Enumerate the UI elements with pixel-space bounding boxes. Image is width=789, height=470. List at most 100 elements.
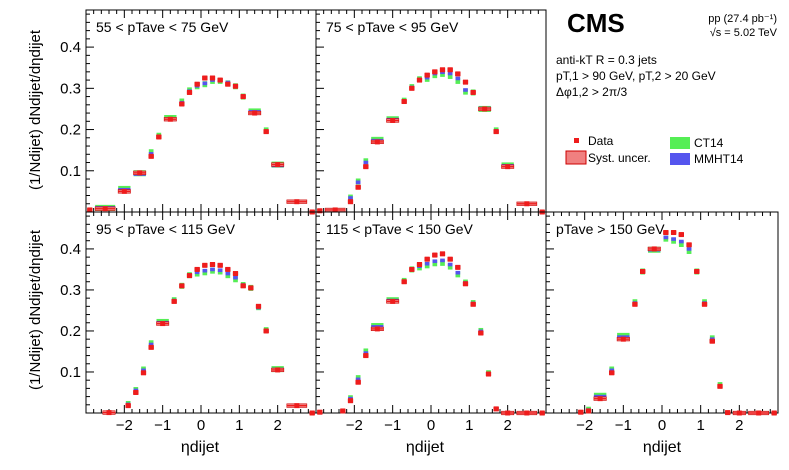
panel-frame: [545, 211, 779, 414]
data-point: [620, 336, 626, 342]
experiment-label: CMS: [567, 8, 625, 38]
data-point: [240, 94, 246, 100]
data-point: [432, 69, 438, 75]
ct14-band: [440, 259, 445, 266]
legend-data-label: Data: [588, 134, 614, 148]
x-tick-label: −2: [576, 417, 593, 434]
data-point: [417, 262, 422, 268]
data-point: [717, 383, 723, 389]
mmht14-band: [348, 196, 353, 200]
x-tick-label: 1: [235, 417, 243, 434]
data-point: [709, 338, 715, 344]
y-axis-title-text: (1/Ndijet) dNdijet/dηdijet: [27, 29, 44, 190]
y-tick-label: 0.4: [60, 39, 81, 56]
y-tick-label: 0.2: [60, 323, 81, 340]
ct14-band: [447, 263, 453, 270]
ct14-band: [432, 260, 438, 267]
mmht14-band: [194, 270, 200, 275]
y-axis-title-bottom: (1/Ndijet) dNdijet/dηdijet: [27, 229, 44, 390]
selection-line-1: anti-kT R = 0.3 jets: [556, 53, 657, 67]
selection-line-3: Δφ1,2 > 2π/3: [556, 85, 627, 99]
data-point: [141, 370, 146, 376]
data-point: [455, 264, 461, 270]
data-point: [597, 396, 603, 402]
y-tick-label: 0.2: [60, 122, 81, 139]
data-point: [171, 298, 177, 304]
mmht14-band: [233, 275, 238, 280]
mmht14-band: [148, 342, 154, 347]
selection-line-2: pT,1 > 90 GeV, pT,2 > 20 GeV: [556, 69, 716, 83]
y-tick-label: 0.3: [60, 80, 81, 97]
x-tick-label: −2: [346, 417, 363, 434]
data-point: [317, 208, 323, 214]
data-point: [663, 230, 669, 236]
data-point: [148, 153, 154, 159]
data-point: [363, 164, 369, 170]
data-point: [179, 101, 185, 107]
mmht14-band: [663, 235, 669, 240]
data-point: [424, 72, 430, 78]
data-point: [702, 301, 708, 307]
data-point: [348, 398, 353, 404]
y-tick-label: 0.1: [60, 364, 81, 381]
data-point: [240, 283, 246, 289]
x-tick-label: −1: [154, 417, 171, 434]
y-tick-label: 0.4: [60, 241, 81, 258]
data-point: [486, 371, 491, 377]
x-tick-label: −1: [384, 417, 401, 434]
y-axis-title-text: (1/Ndijet) dNdijet/dηdijet: [27, 229, 44, 390]
x-tick-label: 1: [465, 417, 473, 434]
ct14-band: [686, 247, 692, 254]
panel-4: −2 −1 0 1 2 115 < pTave < 150 GeV: [315, 211, 547, 434]
data-point: [121, 188, 127, 194]
panel-title: 95 < pTave < 115 GeV: [96, 221, 236, 237]
panel-5: −2 −1 0 1 2 pTave > 150 GeV: [545, 211, 779, 434]
panel-title: pTave > 150 GeV: [556, 221, 665, 237]
mmht14-band: [455, 76, 461, 81]
legend-mmht14-swatch: [670, 153, 690, 165]
data-point: [194, 266, 200, 272]
data-point: [340, 408, 346, 414]
ct14-band: [678, 240, 684, 247]
data-point: [440, 67, 445, 73]
data-point: [505, 164, 511, 170]
data-point: [640, 268, 646, 274]
mmht14-band: [225, 271, 231, 276]
mmht14-band: [202, 268, 208, 273]
data-point: [167, 116, 173, 122]
data-point: [409, 85, 415, 91]
data-point: [493, 129, 499, 135]
mmht14-band: [447, 262, 453, 267]
mmht14-band: [455, 270, 461, 275]
data-point: [470, 301, 476, 307]
data-point: [202, 262, 208, 268]
data-point: [401, 279, 407, 285]
data-point: [374, 139, 380, 145]
data-point: [736, 410, 742, 416]
data-point: [355, 379, 361, 385]
data-point: [210, 75, 215, 81]
mmht14-band: [424, 261, 430, 266]
legend: Data Syst. uncer. CT14 MMHT14: [565, 134, 744, 166]
data-point: [248, 285, 254, 291]
data-point: [225, 266, 231, 272]
data-point: [725, 410, 731, 416]
data-point: [440, 251, 445, 257]
data-point: [125, 403, 131, 409]
data-point: [432, 252, 438, 258]
x-tick-label: −1: [615, 417, 632, 434]
panel-title: 75 < pTave < 95 GeV: [326, 19, 459, 35]
data-point: [294, 199, 300, 205]
panel-frame: [315, 211, 547, 414]
panel-3: −2 −1 0 1 2 0.1 0.2 0.3 0.4 95 < pTave < 115 GeV: [60, 211, 317, 434]
x-tick-label: 2: [503, 417, 511, 434]
data-point: [524, 201, 530, 207]
legend-ct14-swatch: [670, 137, 690, 149]
data-point: [233, 271, 238, 277]
panel-2: 75 < pTave < 95 GeV: [315, 9, 547, 215]
data-point: [651, 246, 657, 252]
data-point: [447, 67, 453, 73]
data-point: [409, 266, 415, 272]
data-point: [694, 268, 700, 274]
